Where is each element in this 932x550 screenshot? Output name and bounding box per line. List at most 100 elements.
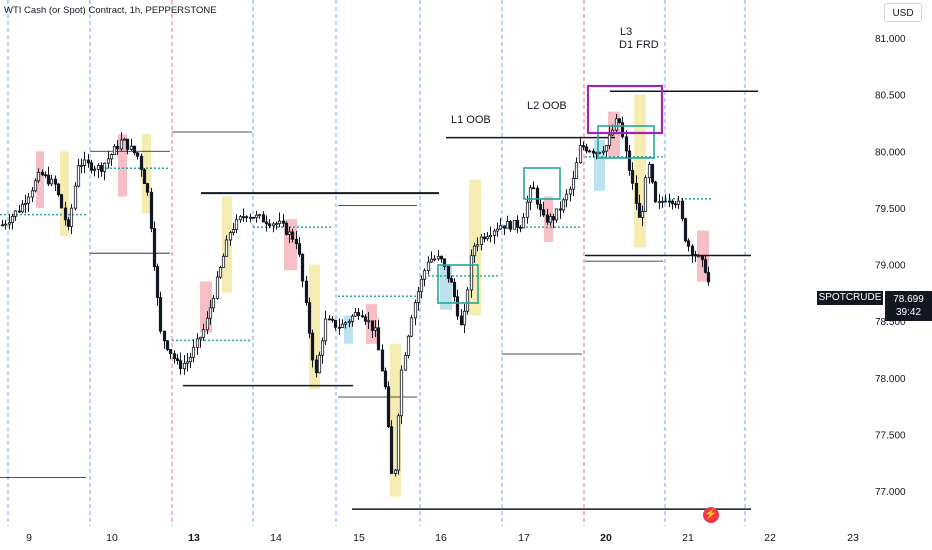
up-candle xyxy=(224,239,229,257)
up-candle xyxy=(373,327,378,331)
down-candle xyxy=(558,208,563,211)
down-candle xyxy=(627,150,632,171)
down-candle xyxy=(142,169,147,184)
time-axis-label: 13 xyxy=(188,532,200,544)
up-candle xyxy=(498,225,503,230)
down-candle xyxy=(380,349,385,372)
down-candle xyxy=(370,320,375,331)
down-candle xyxy=(670,200,675,205)
up-candle xyxy=(472,245,477,257)
down-candle xyxy=(459,315,464,326)
down-candle xyxy=(314,359,319,374)
down-candle xyxy=(587,150,592,153)
up-candle xyxy=(505,221,510,229)
currency-button[interactable]: USD xyxy=(884,3,922,22)
price-axis-label: 78.000 xyxy=(875,374,906,385)
down-candle xyxy=(482,236,487,240)
up-candle xyxy=(640,210,645,218)
down-candle xyxy=(175,358,180,362)
down-candle xyxy=(125,138,130,150)
down-candle xyxy=(333,319,338,328)
up-candle xyxy=(601,150,606,153)
up-candle xyxy=(254,214,259,219)
up-candle xyxy=(604,145,609,152)
down-candle xyxy=(241,216,246,219)
price-axis-label: 77.500 xyxy=(875,430,906,441)
up-candle xyxy=(96,165,101,170)
up-candle xyxy=(696,255,701,258)
up-candle xyxy=(528,187,533,203)
down-candle xyxy=(383,370,388,388)
down-candle xyxy=(155,266,160,298)
up-candle xyxy=(409,317,414,337)
up-candle xyxy=(73,185,78,209)
down-candle xyxy=(152,228,157,268)
down-candle xyxy=(667,200,672,203)
chart-title[interactable]: WTI Cash (or Spot) Contract, 1h, PEPPERS… xyxy=(4,5,217,16)
l3-box xyxy=(586,84,664,135)
up-candle xyxy=(512,219,517,230)
up-candle xyxy=(320,340,325,356)
price-axis[interactable]: 81.000 80.500 80.000 79.500 79.000 78.500 78.0… xyxy=(875,34,906,498)
up-candle xyxy=(208,307,213,319)
time-axis-label: 9 xyxy=(26,532,32,544)
down-candle xyxy=(686,240,691,247)
up-candle xyxy=(33,180,38,192)
up-candle xyxy=(492,230,497,236)
down-candle xyxy=(545,214,550,223)
time-axis[interactable]: 9 10 13 14 15 16 17 20 21 22 23 xyxy=(26,532,859,544)
down-candle xyxy=(386,386,391,428)
up-candle xyxy=(403,355,408,371)
up-candle xyxy=(271,223,276,227)
down-candle xyxy=(149,191,154,229)
down-candle xyxy=(455,296,460,317)
up-candle xyxy=(119,139,124,150)
down-candle xyxy=(690,245,695,255)
down-candle xyxy=(40,171,45,176)
down-candle xyxy=(172,353,177,360)
up-candle xyxy=(578,145,583,164)
up-candle xyxy=(469,255,474,291)
up-candle xyxy=(49,178,54,185)
down-candle xyxy=(634,182,639,204)
down-candle xyxy=(261,214,266,223)
down-candle xyxy=(653,181,658,203)
down-candle xyxy=(446,266,451,279)
up-candle xyxy=(647,164,652,179)
down-candle xyxy=(700,255,705,261)
highlight-zone xyxy=(142,134,151,214)
up-candle xyxy=(393,469,398,474)
up-candle xyxy=(643,177,648,212)
down-candle xyxy=(46,174,51,185)
down-candle xyxy=(637,202,642,218)
up-candle xyxy=(182,362,187,370)
time-axis-label: 23 xyxy=(847,532,859,544)
up-candle xyxy=(663,200,668,203)
lightning-bolt-icon[interactable]: ⚡ xyxy=(703,507,719,523)
up-candle xyxy=(422,270,427,280)
down-candle xyxy=(360,315,365,318)
up-candle xyxy=(488,234,493,238)
down-candle xyxy=(327,318,332,321)
annotation-l3: L3 xyxy=(620,26,632,38)
down-candle xyxy=(86,159,91,164)
down-candle xyxy=(508,221,513,230)
up-candle xyxy=(419,278,424,293)
up-candle xyxy=(548,216,553,223)
down-candle xyxy=(584,146,589,152)
up-candle xyxy=(353,312,358,317)
up-candle xyxy=(13,210,18,217)
time-axis-label: 10 xyxy=(106,532,118,544)
up-candle xyxy=(676,200,681,205)
up-candle xyxy=(525,201,530,218)
up-candle xyxy=(23,202,28,205)
up-candle xyxy=(436,255,441,260)
down-candle xyxy=(591,150,596,154)
oob-box xyxy=(597,125,655,159)
up-candle xyxy=(432,258,437,261)
up-candle xyxy=(30,190,35,198)
up-candle xyxy=(399,369,404,417)
down-candle xyxy=(264,221,269,225)
down-candle xyxy=(300,253,305,282)
